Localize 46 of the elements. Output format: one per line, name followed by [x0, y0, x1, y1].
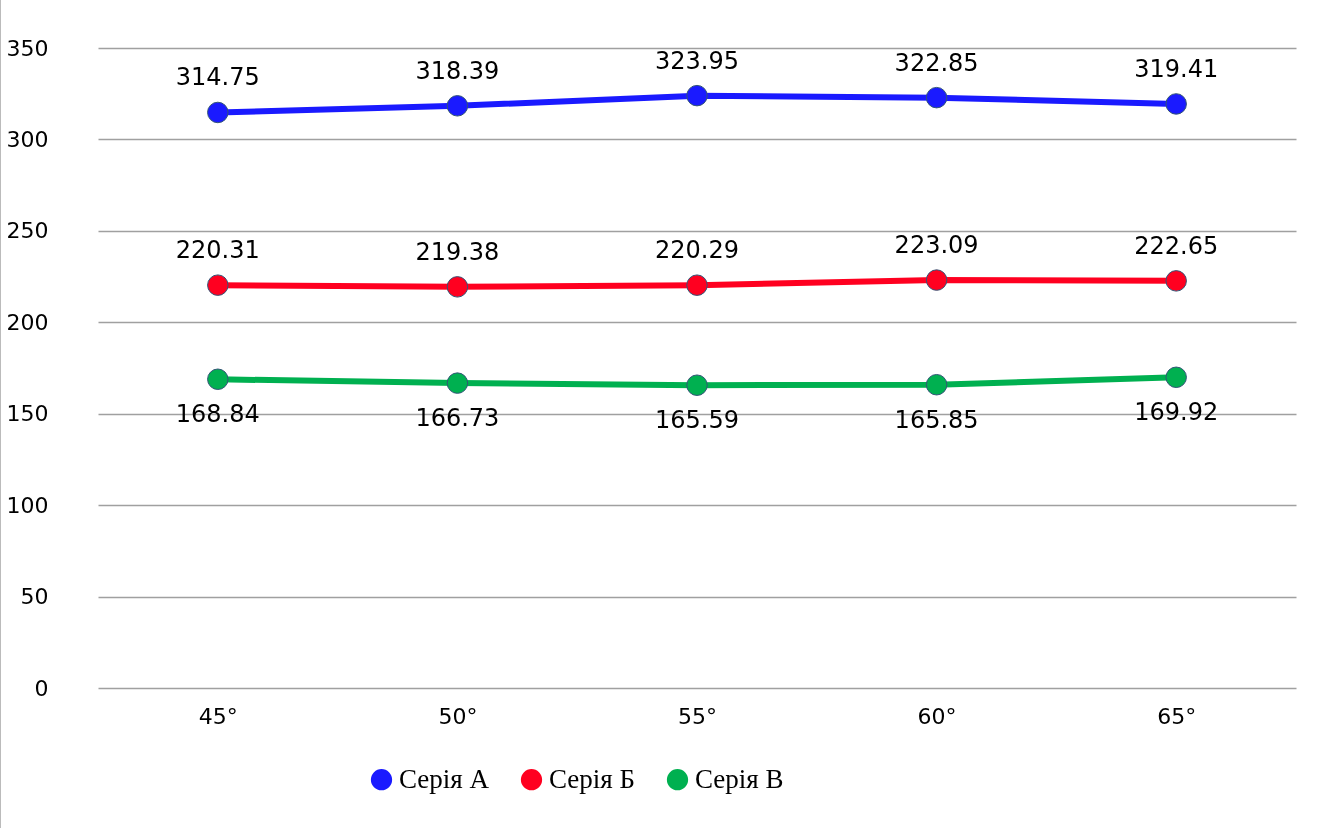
legend-label: Серія А	[399, 763, 490, 794]
data-label: 166.73	[415, 404, 500, 433]
data-label: 220.29	[655, 236, 739, 265]
point	[207, 274, 229, 296]
y-tick-label: 250	[6, 218, 49, 244]
data-label: 314.75	[175, 63, 260, 92]
point	[1165, 270, 1187, 292]
data-label: 318.39	[415, 56, 500, 85]
y-tick-label: 0	[34, 675, 49, 701]
data-label: 222.65	[1134, 231, 1219, 260]
data-label: 169.92	[1134, 398, 1219, 427]
legend-label: Серія В	[695, 763, 784, 794]
y-tick-label: 100	[6, 492, 49, 518]
point	[446, 372, 469, 394]
data-label: 323.95	[655, 46, 739, 75]
y-tick-label: 300	[6, 126, 49, 152]
data-label: 220.31	[175, 236, 260, 265]
data-label: 168.84	[175, 400, 260, 429]
point	[686, 84, 708, 107]
y-tick-label: 150	[6, 401, 49, 427]
y-tick-label: 200	[6, 309, 49, 335]
data-label: 219.38	[415, 237, 500, 266]
x-tick-label: 45°	[198, 703, 238, 729]
x-tick-label: 60°	[917, 703, 957, 729]
point	[207, 368, 229, 390]
point	[686, 274, 708, 296]
y-tick-label: 50	[20, 584, 49, 610]
point	[1165, 93, 1187, 115]
data-label: 322.85	[894, 48, 979, 77]
data-label: 165.85	[894, 405, 979, 434]
data-label: 165.59	[655, 406, 739, 435]
data-label: 223.09	[894, 231, 979, 260]
point	[925, 269, 948, 291]
x-tick-label: 55°	[678, 703, 717, 729]
x-tick-label: 65°	[1157, 703, 1197, 729]
point	[686, 374, 708, 396]
point	[446, 95, 469, 117]
point	[207, 101, 229, 124]
point	[1165, 366, 1187, 389]
y-tick-label: 350	[6, 35, 49, 61]
point	[925, 86, 948, 109]
data-label: 319.41	[1134, 54, 1219, 83]
legend-label: Серія Б	[549, 763, 635, 794]
point	[925, 374, 948, 396]
point	[446, 276, 469, 298]
x-tick-label: 50°	[438, 703, 478, 729]
